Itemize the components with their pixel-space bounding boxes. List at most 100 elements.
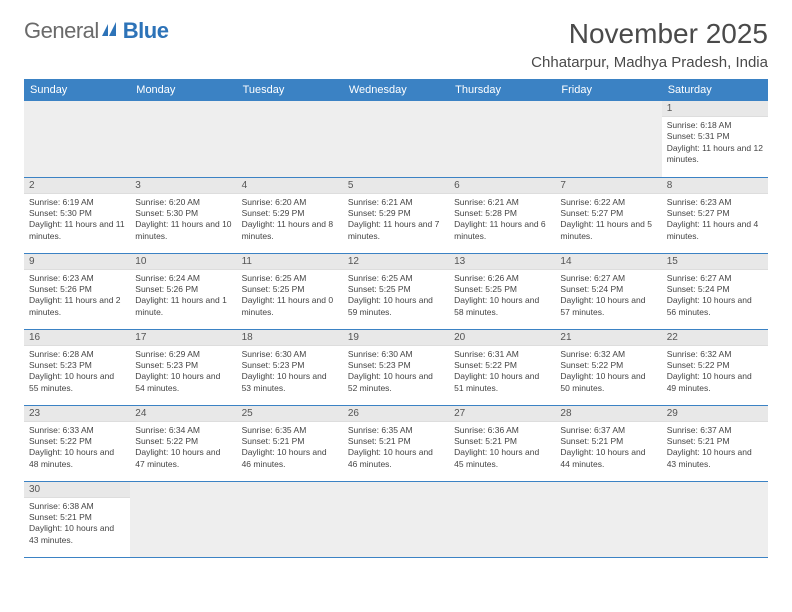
calendar-cell: 20Sunrise: 6:31 AMSunset: 5:22 PMDayligh… [449, 329, 555, 405]
day-details: Sunrise: 6:33 AMSunset: 5:22 PMDaylight:… [24, 422, 130, 476]
calendar-cell: 10Sunrise: 6:24 AMSunset: 5:26 PMDayligh… [130, 253, 236, 329]
calendar-cell: .. [343, 101, 449, 177]
daylight-line: Daylight: 10 hours and 46 minutes. [242, 447, 338, 470]
calendar-cell: 12Sunrise: 6:25 AMSunset: 5:25 PMDayligh… [343, 253, 449, 329]
day-details: Sunrise: 6:20 AMSunset: 5:30 PMDaylight:… [130, 194, 236, 248]
day-details: Sunrise: 6:20 AMSunset: 5:29 PMDaylight:… [237, 194, 343, 248]
daylight-line: Daylight: 10 hours and 48 minutes. [29, 447, 125, 470]
daylight-line: Daylight: 11 hours and 1 minute. [135, 295, 231, 318]
daylight-line: Daylight: 10 hours and 47 minutes. [135, 447, 231, 470]
sunset-line: Sunset: 5:29 PM [348, 208, 444, 219]
daylight-line: Daylight: 11 hours and 0 minutes. [242, 295, 338, 318]
sunset-line: Sunset: 5:26 PM [135, 284, 231, 295]
day-details: Sunrise: 6:18 AMSunset: 5:31 PMDaylight:… [662, 117, 768, 171]
calendar-cell: 14Sunrise: 6:27 AMSunset: 5:24 PMDayligh… [555, 253, 661, 329]
sunrise-line: Sunrise: 6:23 AM [29, 273, 125, 284]
calendar-cell: 16Sunrise: 6:28 AMSunset: 5:23 PMDayligh… [24, 329, 130, 405]
sunrise-line: Sunrise: 6:29 AM [135, 349, 231, 360]
weekday-heading: Wednesday [343, 79, 449, 101]
daylight-line: Daylight: 10 hours and 59 minutes. [348, 295, 444, 318]
day-number: 4 [237, 178, 343, 194]
calendar-cell: 9Sunrise: 6:23 AMSunset: 5:26 PMDaylight… [24, 253, 130, 329]
day-number: 3 [130, 178, 236, 194]
sunrise-line: Sunrise: 6:27 AM [667, 273, 763, 284]
sunrise-line: Sunrise: 6:32 AM [560, 349, 656, 360]
weekday-heading: Friday [555, 79, 661, 101]
brand-logo: General Blue [24, 18, 168, 44]
day-details: Sunrise: 6:36 AMSunset: 5:21 PMDaylight:… [449, 422, 555, 476]
daylight-line: Daylight: 10 hours and 46 minutes. [348, 447, 444, 470]
calendar-cell: .. [555, 101, 661, 177]
day-details: Sunrise: 6:31 AMSunset: 5:22 PMDaylight:… [449, 346, 555, 400]
sunset-line: Sunset: 5:21 PM [348, 436, 444, 447]
sunrise-line: Sunrise: 6:35 AM [242, 425, 338, 436]
daylight-line: Daylight: 10 hours and 50 minutes. [560, 371, 656, 394]
day-details: Sunrise: 6:30 AMSunset: 5:23 PMDaylight:… [237, 346, 343, 400]
header: General Blue November 2025 Chhatarpur, M… [24, 18, 768, 71]
calendar-cell: 19Sunrise: 6:30 AMSunset: 5:23 PMDayligh… [343, 329, 449, 405]
day-number: 5 [343, 178, 449, 194]
sunset-line: Sunset: 5:22 PM [29, 436, 125, 447]
calendar-cell: .. [449, 101, 555, 177]
calendar-cell: 30Sunrise: 6:38 AMSunset: 5:21 PMDayligh… [24, 481, 130, 557]
day-number: 14 [555, 254, 661, 270]
day-number: 24 [130, 406, 236, 422]
calendar-cell: 1Sunrise: 6:18 AMSunset: 5:31 PMDaylight… [662, 101, 768, 177]
flag-icon [102, 18, 122, 44]
sunrise-line: Sunrise: 6:22 AM [560, 197, 656, 208]
day-details: Sunrise: 6:32 AMSunset: 5:22 PMDaylight:… [555, 346, 661, 400]
calendar-cell: .. [130, 101, 236, 177]
calendar-body: ............1Sunrise: 6:18 AMSunset: 5:3… [24, 101, 768, 557]
daylight-line: Daylight: 11 hours and 4 minutes. [667, 219, 763, 242]
sunrise-line: Sunrise: 6:27 AM [560, 273, 656, 284]
sunset-line: Sunset: 5:23 PM [348, 360, 444, 371]
sunset-line: Sunset: 5:31 PM [667, 131, 763, 142]
day-number: 6 [449, 178, 555, 194]
sunrise-line: Sunrise: 6:33 AM [29, 425, 125, 436]
day-number: 8 [662, 178, 768, 194]
daylight-line: Daylight: 11 hours and 11 minutes. [29, 219, 125, 242]
day-details: Sunrise: 6:23 AMSunset: 5:27 PMDaylight:… [662, 194, 768, 248]
day-number: 11 [237, 254, 343, 270]
sunrise-line: Sunrise: 6:18 AM [667, 120, 763, 131]
calendar-cell: 13Sunrise: 6:26 AMSunset: 5:25 PMDayligh… [449, 253, 555, 329]
month-title: November 2025 [531, 18, 768, 50]
day-details: Sunrise: 6:32 AMSunset: 5:22 PMDaylight:… [662, 346, 768, 400]
calendar-cell: .. [343, 481, 449, 557]
sunset-line: Sunset: 5:25 PM [242, 284, 338, 295]
day-details: Sunrise: 6:23 AMSunset: 5:26 PMDaylight:… [24, 270, 130, 324]
sunrise-line: Sunrise: 6:23 AM [667, 197, 763, 208]
calendar-cell: 26Sunrise: 6:35 AMSunset: 5:21 PMDayligh… [343, 405, 449, 481]
calendar-cell: .. [130, 481, 236, 557]
sunset-line: Sunset: 5:21 PM [454, 436, 550, 447]
sunset-line: Sunset: 5:27 PM [667, 208, 763, 219]
day-details: Sunrise: 6:30 AMSunset: 5:23 PMDaylight:… [343, 346, 449, 400]
daylight-line: Daylight: 10 hours and 57 minutes. [560, 295, 656, 318]
sunset-line: Sunset: 5:26 PM [29, 284, 125, 295]
day-number: 23 [24, 406, 130, 422]
calendar-cell: 11Sunrise: 6:25 AMSunset: 5:25 PMDayligh… [237, 253, 343, 329]
sunset-line: Sunset: 5:23 PM [242, 360, 338, 371]
weekday-heading: Sunday [24, 79, 130, 101]
calendar-cell: 28Sunrise: 6:37 AMSunset: 5:21 PMDayligh… [555, 405, 661, 481]
sunrise-line: Sunrise: 6:21 AM [348, 197, 444, 208]
calendar-cell: .. [662, 481, 768, 557]
day-details: Sunrise: 6:21 AMSunset: 5:28 PMDaylight:… [449, 194, 555, 248]
day-details: Sunrise: 6:21 AMSunset: 5:29 PMDaylight:… [343, 194, 449, 248]
calendar-cell: .. [237, 481, 343, 557]
calendar-row: 16Sunrise: 6:28 AMSunset: 5:23 PMDayligh… [24, 329, 768, 405]
sunrise-line: Sunrise: 6:32 AM [667, 349, 763, 360]
daylight-line: Daylight: 10 hours and 56 minutes. [667, 295, 763, 318]
sunrise-line: Sunrise: 6:25 AM [348, 273, 444, 284]
sunset-line: Sunset: 5:23 PM [29, 360, 125, 371]
weekday-heading: Tuesday [237, 79, 343, 101]
sunset-line: Sunset: 5:28 PM [454, 208, 550, 219]
sunrise-line: Sunrise: 6:38 AM [29, 501, 125, 512]
calendar-cell: 15Sunrise: 6:27 AMSunset: 5:24 PMDayligh… [662, 253, 768, 329]
daylight-line: Daylight: 10 hours and 43 minutes. [29, 523, 125, 546]
location: Chhatarpur, Madhya Pradesh, India [531, 54, 768, 71]
sunset-line: Sunset: 5:21 PM [242, 436, 338, 447]
sunrise-line: Sunrise: 6:30 AM [242, 349, 338, 360]
sunrise-line: Sunrise: 6:30 AM [348, 349, 444, 360]
sunrise-line: Sunrise: 6:19 AM [29, 197, 125, 208]
